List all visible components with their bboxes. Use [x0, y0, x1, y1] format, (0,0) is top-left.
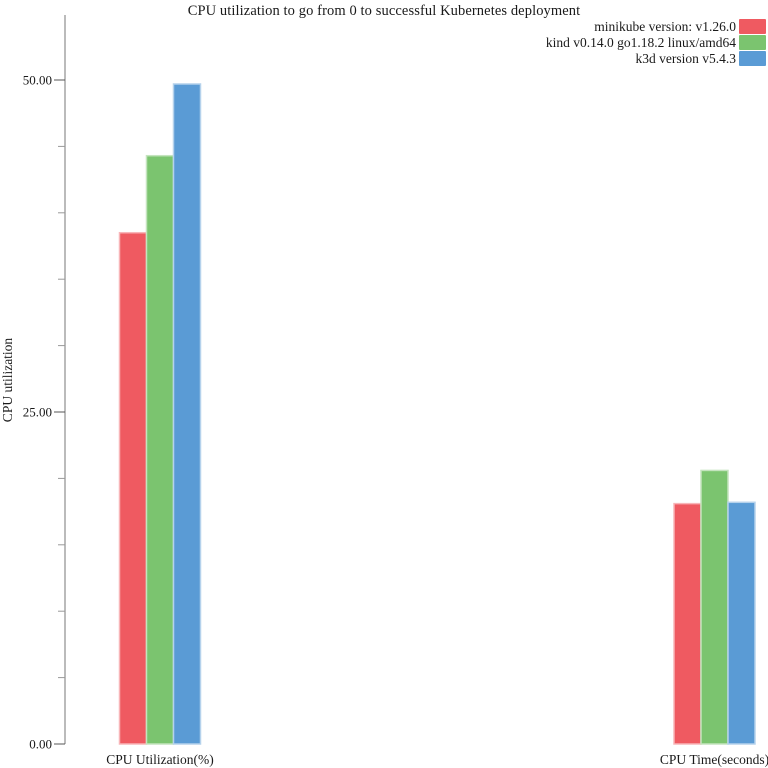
legend-item: k3d version v5.4.3 [635, 51, 766, 66]
bar-CPU Time(seconds)-kind v0.14.0 go1.18.2 linux/amd64 [700, 469, 729, 745]
bar-CPU Utilization(%)-kind v0.14.0 go1.18.2 linux/amd64 [145, 154, 175, 745]
legend: minikube version: v1.26.0 kind v0.14.0 go… [546, 19, 766, 66]
legend-label: kind v0.14.0 go1.18.2 linux/amd64 [545, 35, 736, 50]
x-axis-category-label: CPU Utilization(%) [106, 752, 214, 767]
y-axis-title: CPU utilization [0, 338, 15, 423]
legend-label: minikube version: v1.26.0 [594, 19, 736, 34]
legend-label: k3d version v5.4.3 [635, 51, 737, 66]
y-axis-tick-label: 50.00 [23, 73, 52, 88]
y-axis-tick-label: 0.00 [29, 737, 52, 752]
legend-swatch [739, 19, 766, 34]
legend-swatch [739, 51, 766, 66]
bar-CPU Utilization(%)-minikube version: v1.26.0 [118, 231, 148, 745]
x-axis-category-label: CPU Time(seconds) [660, 752, 768, 767]
legend-item: kind v0.14.0 go1.18.2 linux/amd64 [546, 35, 766, 50]
chart-title: CPU utilization to go from 0 to successf… [187, 3, 581, 19]
legend-swatch [739, 35, 766, 50]
y-axis-tick-label: 25.00 [23, 405, 52, 420]
legend-item: minikube version: v1.26.0 [594, 19, 766, 34]
bar-CPU Time(seconds)-k3d version v5.4.3 [727, 501, 756, 745]
bar-CPU Utilization(%)-k3d version v5.4.3 [172, 83, 202, 745]
bar-CPU Time(seconds)-minikube version: v1.26.0 [673, 502, 702, 745]
